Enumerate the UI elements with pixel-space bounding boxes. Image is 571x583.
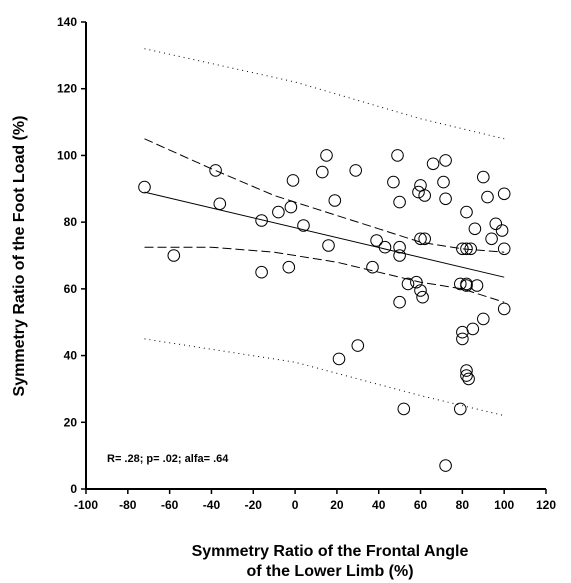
data-point (464, 242, 478, 256)
data-point (322, 239, 335, 252)
data-point (439, 154, 452, 167)
x-tick-label: -100 (74, 498, 98, 512)
y-tick-label: 20 (64, 415, 78, 429)
x-tick-label: 100 (494, 498, 514, 512)
axes-layer: 0 20 40 60 80 100 120 140 -100 -80 -60 -40 -20 0 20 40 6… (57, 15, 556, 512)
x-tick-label: -60 (161, 498, 179, 512)
y-tick-label: 140 (57, 15, 77, 29)
data-point (414, 232, 427, 246)
data-point (328, 194, 342, 207)
data-point (460, 205, 473, 219)
data-point (213, 197, 227, 211)
data-point (410, 275, 423, 289)
statistics-annotation: R= .28; p= .02; alfa= .64 (107, 453, 229, 465)
data-point (412, 185, 425, 199)
data-point (351, 339, 365, 352)
x-tick-label: 80 (456, 498, 470, 512)
data-point (387, 175, 400, 189)
data-point (397, 402, 411, 416)
data-point (284, 200, 298, 214)
data-point (466, 322, 480, 336)
data-point (439, 192, 452, 206)
data-point (297, 219, 310, 232)
data-point (460, 369, 473, 382)
data-point (497, 242, 511, 256)
x-tick-label: 0 (292, 498, 299, 512)
fit-lines-layer (144, 48, 505, 417)
data-point (282, 260, 296, 274)
data-point (286, 174, 300, 187)
data-point (460, 279, 473, 292)
regression-line (144, 191, 505, 278)
data-point (255, 214, 268, 227)
data-point (454, 277, 467, 291)
data-point (272, 205, 285, 219)
data-point (391, 149, 404, 162)
data-point (456, 242, 469, 256)
y-tick-label: 100 (57, 148, 77, 162)
data-point (316, 165, 329, 179)
data-point (401, 277, 415, 291)
y-tick-label: 60 (64, 282, 78, 296)
x-tick-label: 60 (414, 498, 428, 512)
data-point (209, 164, 222, 177)
y-tick-label: 0 (70, 482, 77, 496)
data-point (456, 332, 469, 346)
data-point (477, 312, 490, 326)
data-point (460, 242, 473, 256)
x-axis-title-line2: of the Lower Limb (%) (246, 563, 413, 580)
x-tick-label: 120 (536, 498, 556, 512)
confidence-band-upper (144, 138, 505, 253)
data-point (437, 175, 450, 189)
x-axis-title: Symmetry Ratio of the Frontal Angle (192, 543, 469, 560)
data-point (454, 402, 467, 416)
x-tick-label: -80 (119, 498, 137, 512)
data-point (481, 190, 494, 204)
data-point (414, 284, 427, 297)
data-point (439, 459, 452, 472)
data-point (460, 364, 473, 377)
prediction-band-lower (144, 338, 505, 417)
data-point (378, 240, 392, 254)
y-tick-label: 80 (64, 215, 78, 229)
data-point (495, 224, 509, 237)
y-tick-label: 120 (57, 82, 77, 96)
x-tick-label: 40 (372, 498, 386, 512)
data-point (255, 265, 268, 279)
data-point (497, 187, 511, 201)
data-point (456, 325, 469, 339)
data-point (393, 295, 406, 309)
data-point (426, 157, 440, 171)
data-point (470, 279, 484, 292)
data-point (462, 372, 475, 386)
data-point (138, 180, 151, 194)
data-point (418, 189, 432, 202)
data-point (349, 164, 363, 177)
data-point (167, 249, 181, 262)
data-point (497, 302, 511, 316)
confidence-band-lower (144, 246, 505, 303)
data-point (393, 195, 406, 209)
y-tick-label: 40 (64, 349, 78, 363)
data-point (393, 249, 406, 262)
data-point (477, 170, 490, 184)
prediction-band-upper (144, 48, 505, 140)
data-point (418, 232, 432, 246)
data-point (468, 222, 482, 236)
data-point (320, 149, 333, 162)
data-point (489, 217, 503, 231)
x-tick-label: 20 (330, 498, 344, 512)
data-points-layer (138, 149, 511, 472)
data-point (332, 352, 346, 366)
x-tick-label: -20 (245, 498, 263, 512)
data-point (393, 240, 406, 254)
data-point (366, 260, 379, 274)
data-point (416, 290, 429, 304)
data-point (370, 234, 383, 247)
data-point (485, 232, 498, 246)
x-tick-label: -40 (203, 498, 221, 512)
y-axis-title: Symmetry Ratio of the Foot Load (%) (11, 116, 28, 397)
